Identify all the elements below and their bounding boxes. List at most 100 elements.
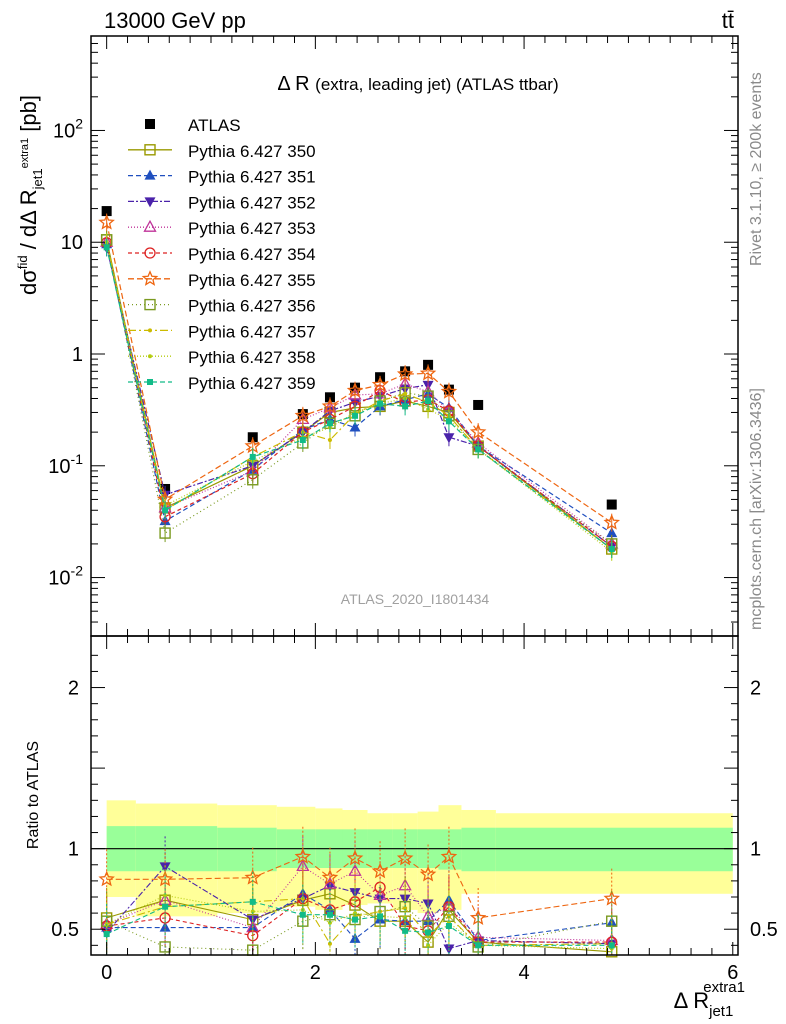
- data-point-pythia-6-427-355: [321, 397, 339, 414]
- data-point-pythia-6-427-355: [396, 365, 414, 382]
- ratio-point-pythia-6-427-359: [326, 911, 333, 918]
- legend-marker-pythia-6-427-350: [144, 144, 156, 156]
- ratio-y-tick-label-right: 0.5: [750, 919, 778, 941]
- data-point-pythia-6-427-359: [249, 453, 256, 460]
- legend-label-pythia-6-427-351: Pythia 6.427 351: [188, 168, 316, 187]
- ratio-point-pythia-6-427-359: [425, 929, 432, 936]
- data-point-pythia-6-427-355: [603, 513, 621, 530]
- ratio-point-pythia-6-427-358: [327, 920, 332, 925]
- header-process-label: 13000 GeV pp: [104, 8, 246, 33]
- uncertainty-band-green: [495, 827, 733, 872]
- ratio-point-pythia-6-427-355: [98, 870, 115, 887]
- legend-label-pythia-6-427-356: Pythia 6.427 356: [188, 297, 316, 316]
- ratio-line-pythia-6-427-353: [106, 865, 612, 942]
- series-line-pythia-6-427-359: [106, 247, 613, 550]
- ratio-point-pythia-6-427-355: [371, 862, 389, 879]
- legend-marker-pythia-6-427-351: [144, 169, 156, 180]
- data-point-atlas: [606, 499, 617, 510]
- data-point-pythia-6-427-359: [352, 412, 359, 419]
- legend-label-pythia-6-427-354: Pythia 6.427 354: [188, 245, 316, 264]
- y-tick-label: 102: [53, 115, 83, 142]
- data-point-pythia-6-427-352: [443, 433, 455, 444]
- data-point-atlas: [101, 206, 112, 217]
- series-line-pythia-6-427-358: [106, 242, 613, 553]
- uncertainty-band-green: [461, 827, 496, 872]
- ratio-point-pythia-6-427-357: [327, 941, 332, 946]
- data-point-pythia-6-427-351: [349, 421, 361, 432]
- ratio-point-pythia-6-427-355: [440, 847, 458, 864]
- y-tick-label: 1: [72, 344, 83, 366]
- ratio-point-pythia-6-427-359: [475, 942, 482, 949]
- legend-marker-pythia-6-427-357: [148, 328, 152, 333]
- ratio-point-pythia-6-427-359: [162, 903, 169, 910]
- ratio-point-pythia-6-427-359: [377, 913, 384, 920]
- analysis-watermark: ATLAS_2020_I1801434: [341, 591, 490, 607]
- series-line-pythia-6-427-353: [106, 242, 613, 545]
- ratio-point-pythia-6-427-358: [250, 909, 255, 914]
- data-point-pythia-6-427-355: [371, 376, 389, 392]
- ratio-point-pythia-6-427-355: [294, 847, 312, 864]
- series-line-pythia-6-427-352: [106, 247, 613, 547]
- legend-label-atlas: ATLAS: [188, 116, 241, 135]
- ratio-y-tick-label-left: 0.5: [51, 919, 79, 941]
- ratio-line-pythia-6-427-356: [106, 906, 612, 951]
- data-point-atlas: [324, 392, 335, 403]
- data-point-pythia-6-427-359: [299, 437, 306, 444]
- ratio-point-pythia-6-427-359: [299, 911, 306, 918]
- legend-marker-pythia-6-427-359: [147, 379, 153, 385]
- y-axis-label-sub: jet1: [30, 168, 45, 190]
- y-tick-label-base: 10: [48, 456, 70, 478]
- y-tick-label-exponent: -2: [71, 563, 84, 579]
- ratio-point-pythia-6-427-355: [419, 865, 437, 882]
- ratio-point-pythia-6-427-355: [321, 869, 339, 885]
- ratio-point-pythia-6-427-359: [352, 916, 359, 923]
- series-line-pythia-6-427-355: [106, 222, 613, 524]
- x-axis-label-sub: jet1: [708, 1003, 733, 1020]
- x-axis-label-main: Δ R: [674, 988, 709, 1013]
- ratio-point-pythia-6-427-355: [603, 889, 621, 906]
- ratio-line-pythia-6-427-358: [106, 894, 612, 950]
- x-tick-label: 2: [310, 962, 321, 984]
- y-tick-label-exponent: 2: [75, 115, 83, 131]
- ratio-line-pythia-6-427-355: [106, 855, 612, 919]
- legend-label-pythia-6-427-350: Pythia 6.427 350: [188, 142, 316, 161]
- data-point-pythia-6-427-355: [440, 382, 458, 399]
- legend-label-pythia-6-427-358: Pythia 6.427 358: [188, 348, 316, 367]
- data-point-pythia-6-427-359: [326, 420, 333, 427]
- ratio-line-pythia-6-427-359: [106, 901, 612, 946]
- data-point-pythia-6-427-359: [103, 244, 110, 251]
- legend-label-pythia-6-427-352: Pythia 6.427 352: [188, 193, 316, 212]
- y-tick-label: 10-1: [48, 451, 83, 478]
- plot-title: Δ R (extra, leading jet) (ATLAS ttbar): [277, 73, 558, 95]
- data-point-pythia-6-427-359: [445, 418, 452, 425]
- plot-title-main: Δ R: [277, 73, 315, 95]
- ratio-point-pythia-6-427-358: [163, 893, 168, 898]
- uncertainty-band-green: [217, 827, 277, 872]
- ratio-point-pythia-6-427-359: [402, 927, 409, 934]
- legend-marker-pythia-6-427-352: [144, 197, 156, 208]
- data-point-pythia-6-427-355: [98, 213, 115, 230]
- data-point-pythia-6-427-355: [419, 364, 437, 381]
- ratio-y-axis-label-text: Ratio to ATLAS: [25, 741, 42, 849]
- legend-marker-atlas: [145, 119, 155, 129]
- y-axis-label-sup: fid: [15, 255, 30, 269]
- ratio-y-tick-label-right: 1: [750, 839, 761, 861]
- plot-title-rest: (extra, leading jet) (ATLAS ttbar): [315, 75, 558, 94]
- ratio-y-axis-label: Ratio to ATLAS: [25, 741, 42, 849]
- x-tick-label: 6: [727, 962, 738, 984]
- data-point-atlas: [473, 399, 484, 410]
- x-axis-label: Δ Rjet1 extra1: [674, 979, 745, 1020]
- ratio-point-pythia-6-427-359: [249, 898, 256, 905]
- data-point-pythia-6-427-359: [162, 507, 169, 514]
- ratio-point-pythia-6-427-358: [353, 911, 358, 916]
- data-point-pythia-6-427-359: [402, 403, 409, 410]
- y-tick-label: 10: [61, 232, 83, 254]
- data-point-pythia-6-427-351: [606, 527, 618, 538]
- ratio-y-tick-label-left: 2: [68, 678, 79, 700]
- ratio-point-pythia-6-427-356: [159, 941, 171, 953]
- ratio-point-pythia-6-427-355: [346, 849, 364, 866]
- y-axis-label-sup2: extra1: [19, 138, 31, 169]
- data-point-pythia-6-427-359: [425, 397, 432, 404]
- y-tick-label: 10-2: [48, 563, 83, 590]
